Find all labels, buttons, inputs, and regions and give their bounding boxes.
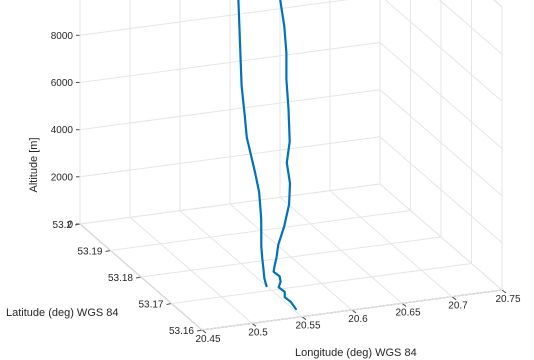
x-tick-mark <box>351 309 357 314</box>
grid-line-z-backwall <box>79 42 381 83</box>
trajectory-line <box>237 0 297 311</box>
x-tick-label: 20.7 <box>448 301 468 312</box>
y-tick-label: 53.16 <box>169 326 194 337</box>
grid-line-z-sidewall <box>438 0 503 55</box>
x-tick-mark <box>301 316 307 321</box>
grid-line-z-sidewall <box>379 42 503 149</box>
grid-line-y-floor <box>201 289 503 331</box>
x-tick-mark <box>501 289 507 294</box>
x-tick-label: 20.65 <box>395 307 420 318</box>
grid-line-z-sidewall <box>384 0 503 102</box>
grid-line-z-backwall <box>79 136 381 178</box>
grid-line-z-backwall <box>79 0 349 36</box>
z-tick-label: 0 <box>67 220 73 231</box>
grid-line-z-sidewall <box>379 183 503 291</box>
grid-lines <box>79 0 503 331</box>
x-tick-mark <box>451 296 457 301</box>
x-tick-label: 20.5 <box>248 327 268 338</box>
x-axis-label: Longitude (deg) WGS 84 <box>295 347 417 359</box>
y-tick-label: 53.19 <box>77 247 102 258</box>
grid-line-y-floor <box>140 236 442 278</box>
z-axis-label: Altitude [m] <box>28 137 40 192</box>
y-tick-label: 53.17 <box>138 300 163 311</box>
x-tick-mark <box>201 329 207 334</box>
x-tick-mark <box>251 322 257 327</box>
x-tick-label: 20.75 <box>495 294 520 305</box>
z-tick-label: 2000 <box>51 172 74 183</box>
x-tick-label: 20.6 <box>348 314 368 325</box>
y-tick-mark <box>135 276 142 279</box>
x-tick-label: 20.55 <box>295 321 320 332</box>
x-tick-mark <box>401 302 407 307</box>
grid-line-z-sidewall <box>379 136 503 244</box>
tick-labels: 20.45 20.5 20.55 20.6 20.65 20.7 20.75 53.16 53.… <box>51 31 521 345</box>
z-tick-label: 4000 <box>51 125 74 136</box>
y-tick-mark <box>166 303 172 305</box>
y-tick-mark <box>105 250 111 252</box>
z-tick-label: 8000 <box>51 31 74 42</box>
y-tick-label: 53.2 <box>53 220 73 231</box>
z-tick-label: 6000 <box>51 78 74 89</box>
grid-line-y-floor <box>171 263 472 304</box>
y-tick-label: 53.18 <box>108 273 133 284</box>
grid-line-z-backwall <box>79 89 381 131</box>
y-axis-label: Latitude (deg) WGS 84 <box>6 307 119 319</box>
grid-line-z-backwall <box>79 183 381 225</box>
y-tick-mark <box>196 329 203 332</box>
x-tick-label: 20.45 <box>195 334 220 345</box>
grid-line-z-sidewall <box>379 89 503 197</box>
